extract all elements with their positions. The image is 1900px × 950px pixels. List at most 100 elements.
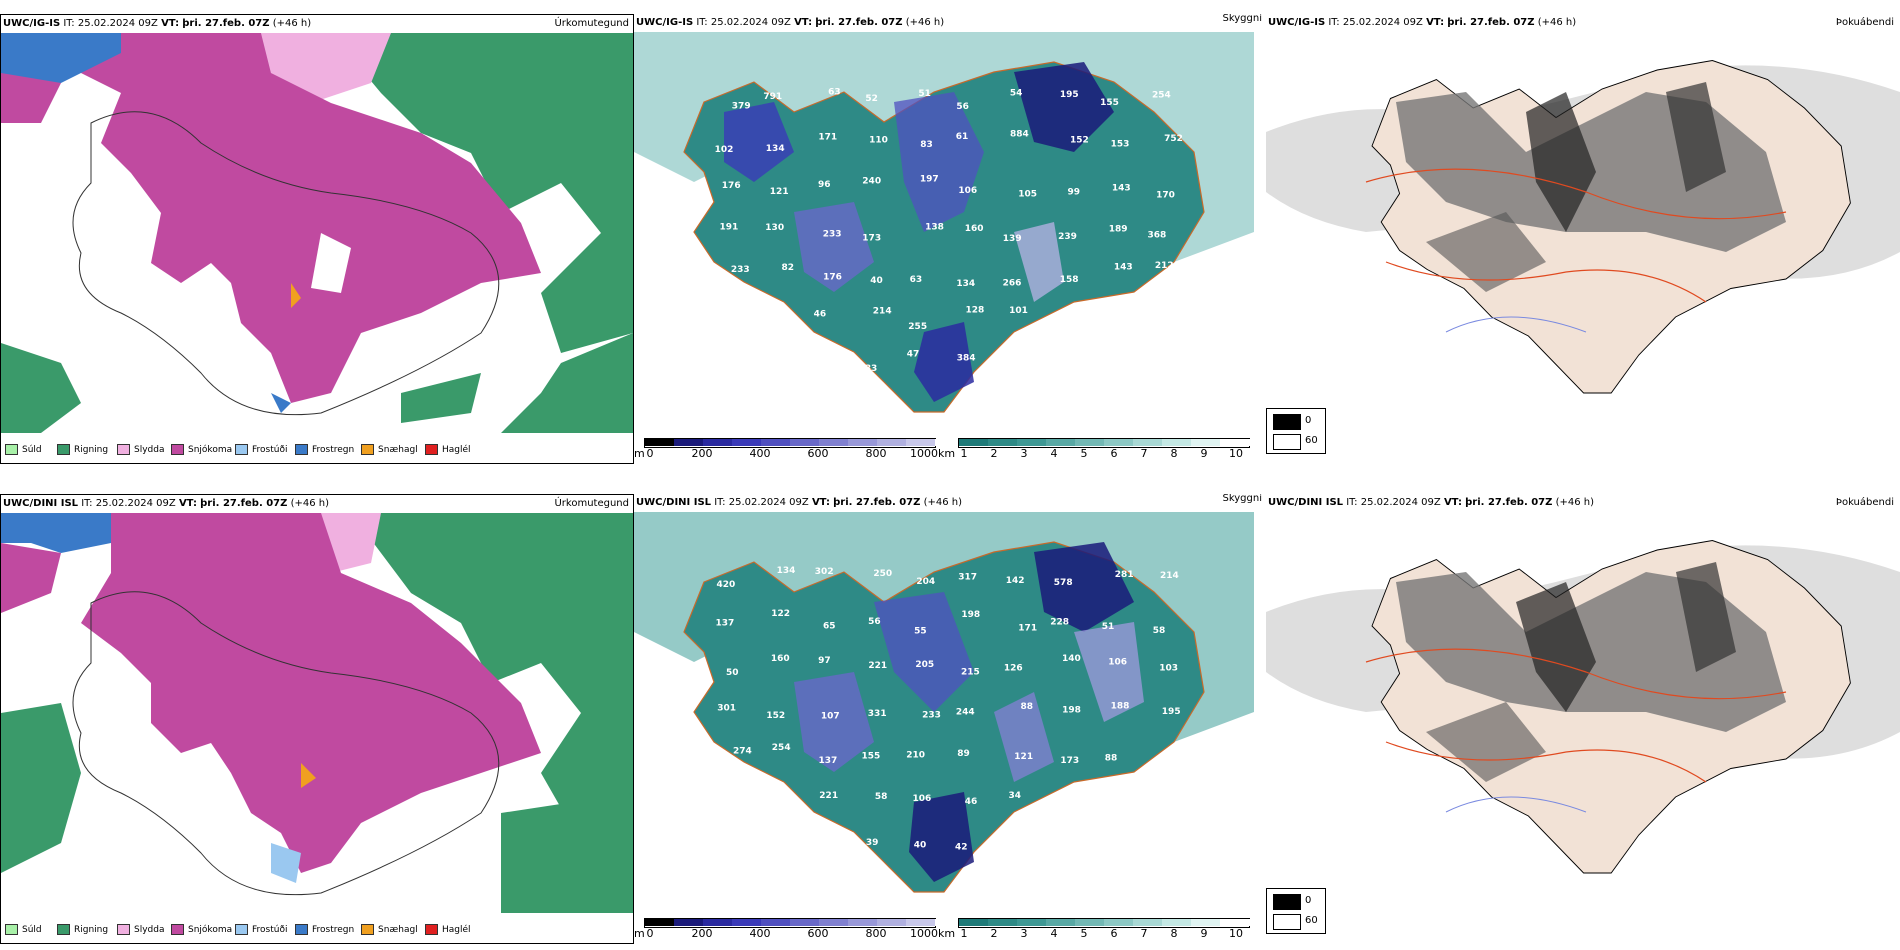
legend-swatch	[171, 924, 184, 935]
legend-swatch	[361, 924, 374, 935]
legend-item-drizzle: Súld	[5, 443, 42, 457]
colorbar-cells	[958, 438, 1250, 448]
legend-item-rain: Rigning	[57, 443, 108, 457]
cloudbase-label: 171	[818, 132, 837, 142]
colorbar-tick: 7	[1140, 447, 1148, 460]
lead-time: (+46 h)	[1555, 497, 1595, 508]
cloudbase-label: 170	[1156, 191, 1175, 201]
init-time: IT: 25.02.2024 09Z	[696, 17, 791, 28]
colorbar-tick: 0	[646, 447, 654, 460]
colorbar-cell	[1162, 919, 1192, 926]
cloudbase-label: 173	[1060, 756, 1079, 766]
cloudbase-label: 140	[1062, 654, 1081, 664]
cloudbase-label: 133	[720, 365, 739, 375]
colorbar-cell	[1220, 919, 1250, 926]
cloudbase-label: 274	[762, 311, 781, 321]
lead-time: (+46 h)	[905, 17, 945, 28]
cloudbase-label: 271	[1101, 787, 1120, 797]
fog-indicator-map	[1266, 512, 1900, 912]
vt-label: VT:	[1426, 17, 1445, 28]
cloudbase-label: 143	[1112, 184, 1131, 194]
legend-item-hail: Haglél	[425, 443, 471, 457]
legend-label: Frostúði	[252, 445, 288, 455]
legend-label: Haglél	[442, 925, 471, 935]
legend-item-snow-pellets: Snæhagl	[361, 923, 418, 937]
cloudbase-label: 331	[868, 709, 887, 719]
legend-swatch	[425, 444, 438, 455]
legend-swatch	[5, 444, 18, 455]
cloudbase-label: 34	[1009, 791, 1022, 801]
cloudbase-label: 255	[908, 322, 927, 332]
legend-swatch	[117, 444, 130, 455]
cloudbase-label: 240	[862, 176, 881, 186]
colorbar-unit: km	[938, 927, 956, 940]
colorbar-cell	[674, 439, 704, 446]
cloudbase-label: 307	[775, 829, 794, 839]
cloudbase-label: 57	[1156, 356, 1169, 366]
visibility-colorbar: km 1 2 3 4 5 6 7 8 9 10	[938, 438, 1254, 462]
cloud-panel-row2: UWC/DINI ISL IT: 25.02.2024 09Z VT: þri.…	[634, 494, 1266, 944]
lead-time: (+46 h)	[272, 18, 312, 29]
cloudbase-label: 88	[1059, 312, 1072, 322]
cloudbase-label: 121	[1014, 752, 1033, 762]
cloudbase-label: 39	[866, 838, 879, 848]
cloudbase-label: 214	[873, 307, 892, 317]
cloudbase-label: 205	[915, 660, 934, 670]
colorbar-tick: 6	[1110, 927, 1118, 940]
cloudbase-label: 195	[1162, 707, 1181, 717]
cloudbase-label: 56	[868, 617, 881, 627]
cloudbase-label: 368	[1148, 230, 1167, 240]
cloudbase-label: 254	[772, 743, 791, 753]
cloudbase-colorbar: m 0 200 400 600 800 1000	[634, 438, 944, 462]
colorbar-tick: 2	[990, 447, 998, 460]
cloudbase-label: 198	[1062, 706, 1081, 716]
cloudbase-label: 191	[720, 223, 739, 233]
cloudbase-label: 198	[961, 610, 980, 620]
cloudbase-label: 173	[862, 233, 881, 243]
legend-item-freezing-rain: Frostregn	[295, 923, 354, 937]
cloudbase-label: 384	[957, 354, 976, 364]
colorbar-tick: 400	[749, 927, 771, 940]
cloudbase-label: 205	[814, 355, 833, 365]
cloudbase-label: 197	[920, 175, 939, 185]
colorbar-cell	[1017, 919, 1047, 926]
valid-time: þri. 27.feb. 07Z	[200, 498, 288, 509]
legend-label: Snjókoma	[188, 925, 233, 935]
cloudbase-label: 83	[920, 140, 933, 150]
fog-legend: 0 60	[1266, 408, 1326, 454]
valid-time: þri. 27.feb. 07Z	[1447, 17, 1535, 28]
fog-legend-label: 60	[1305, 435, 1318, 446]
cloudbase-label: 195	[1060, 90, 1079, 100]
cloudbase-label: 42	[955, 842, 968, 852]
cloudbase-label: 233	[823, 229, 842, 239]
cloudbase-label: 121	[770, 187, 789, 197]
valid-time: þri. 27.feb. 07Z	[182, 18, 270, 29]
legend-swatch	[361, 444, 374, 455]
cloudbase-label: 183	[859, 364, 878, 374]
cloudbase-labels: 420 134 302 250 204 317 142 578 281 214 137 122 65 56…	[715, 566, 1181, 856]
colorbar-tick: 1	[960, 927, 968, 940]
panel-title: Þokuábendi	[1835, 497, 1894, 508]
colorbar-cells	[958, 918, 1250, 928]
cloudbase-label: 56	[956, 102, 969, 112]
legend-swatch	[117, 924, 130, 935]
colorbar-cell	[1191, 439, 1221, 446]
cloudbase-label: 106	[913, 794, 932, 804]
precip-panel-row2: UWC/DINI ISL IT: 25.02.2024 09Z VT: þri.…	[0, 494, 634, 944]
cloudbase-label: 215	[961, 668, 980, 678]
cloudbase-label: 96	[818, 180, 831, 190]
cloudbase-label: 250	[873, 569, 892, 579]
cloudbase-label: 160	[965, 224, 984, 234]
legend-label: Snæhagl	[378, 445, 418, 455]
colorbar-cell	[988, 439, 1018, 446]
legend-label: Snjókoma	[188, 445, 233, 455]
legend-label: Slydda	[134, 925, 165, 935]
cloudbase-label: 44	[1022, 359, 1035, 369]
lead-time: (+46 h)	[290, 498, 330, 509]
colorbar-unit: km	[938, 447, 956, 460]
cloudbase-label: 110	[869, 135, 888, 145]
visibility-colorbar: km 1 2 3 4 5 6 7 8 9 10	[938, 918, 1254, 942]
cloudbase-label: 97	[818, 656, 831, 666]
colorbar-cell	[906, 439, 936, 446]
cloudbase-label: 176	[722, 181, 741, 191]
